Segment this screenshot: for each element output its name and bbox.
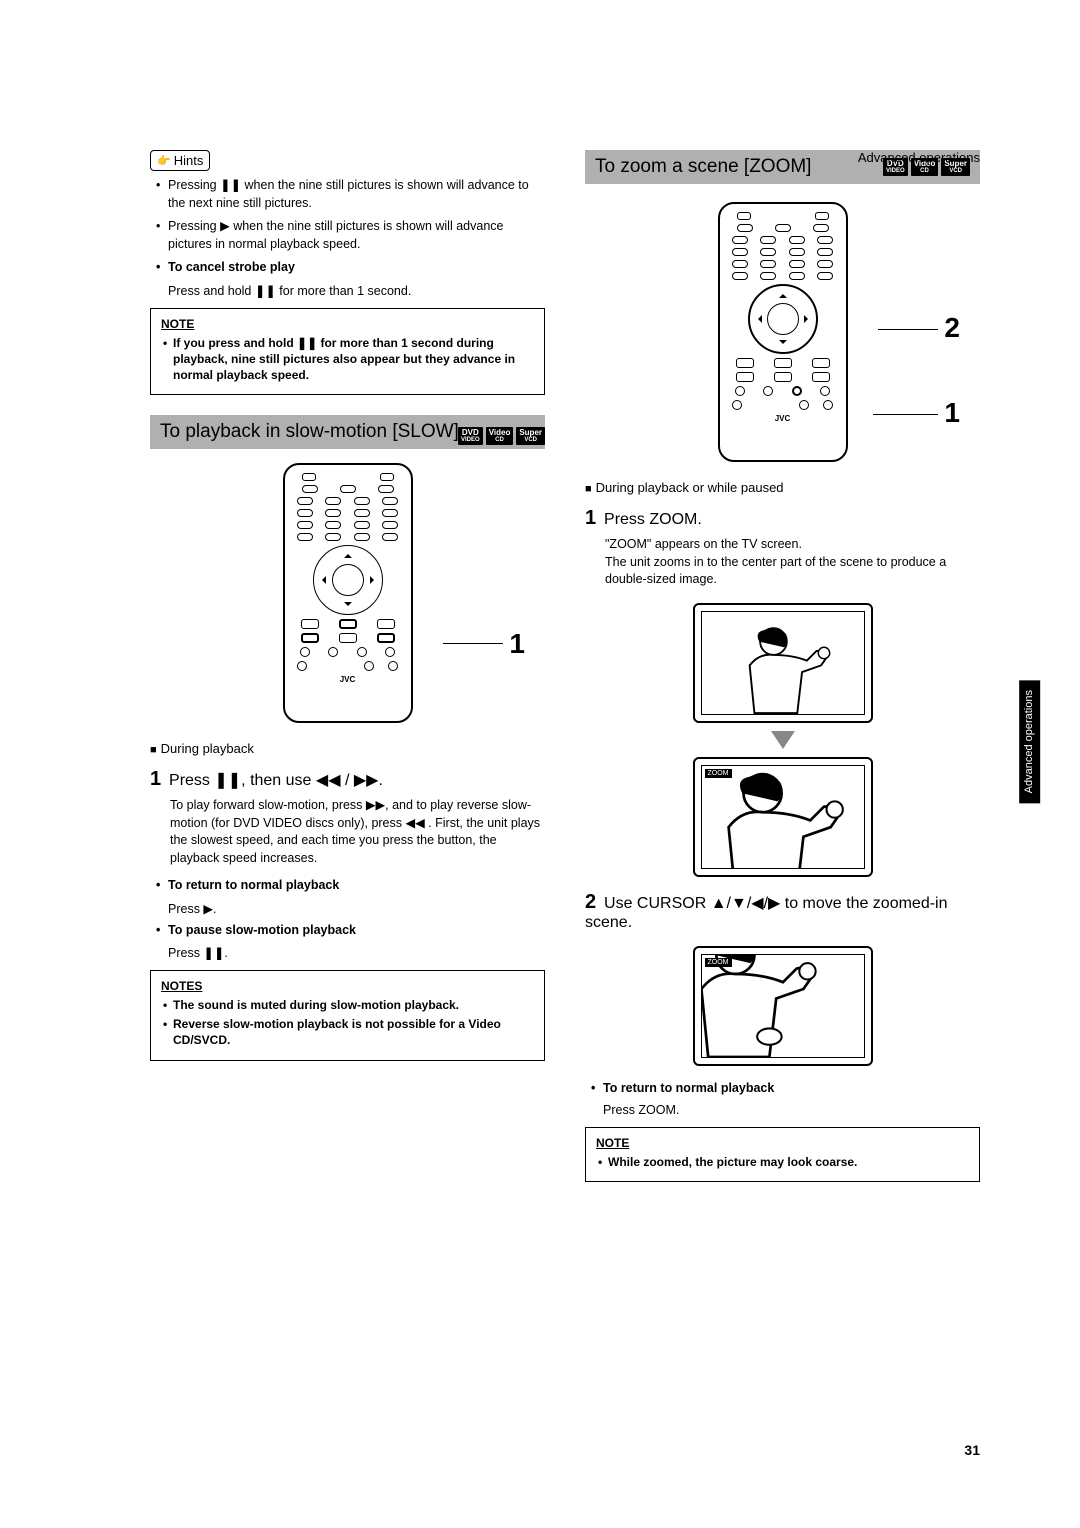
notes-title: NOTES — [161, 979, 534, 993]
during-playback-paused-label: During playback or while paused — [585, 480, 980, 495]
zoom-osd-label: ZOOM — [705, 958, 732, 967]
cancel-strobe-text: Press and hold ❚❚ for more than 1 second… — [168, 283, 545, 298]
person-moved-icon — [702, 955, 864, 1057]
slow-step1-detail: To play forward slow-motion, press ▶▶, a… — [170, 797, 545, 867]
zoom-step1-detail: "ZOOM" appears on the TV screen. The uni… — [605, 536, 980, 589]
section-header-text: Advanced operations — [858, 150, 980, 165]
remote-figure-slow: JVC 1 — [150, 463, 545, 723]
callout-one: 1 — [944, 397, 960, 429]
vcd-badge: VideoCD — [486, 427, 514, 445]
person-zoomed-icon — [702, 766, 864, 868]
right-column: To zoom a scene [ZOOM] DVDVIDEO VideoCD … — [585, 150, 980, 1182]
arrow-down-icon — [771, 731, 795, 749]
brand-label: JVC — [291, 675, 405, 684]
note-item: Reverse slow-motion playback is not poss… — [173, 1016, 534, 1048]
remote-figure-zoom: JVC 2 1 — [585, 202, 980, 462]
return-normal-text: Press ▶. — [168, 901, 545, 916]
hints-badge: Hints — [150, 150, 210, 171]
zoom-step2-text: Use CURSOR ▲/▼/◀/▶ to move the zoomed-in… — [585, 895, 948, 931]
left-column: Hints Pressing ❚❚ when the nine still pi… — [150, 150, 545, 1182]
svcd-badge: SuperVCD — [516, 427, 545, 445]
remote-illustration: JVC — [718, 202, 848, 462]
note-title: NOTE — [161, 317, 534, 331]
page-number: 31 — [964, 1442, 980, 1458]
dvd-badge: DVDVIDEO — [458, 427, 483, 445]
note-box: NOTE If you press and hold ❚❚ for more t… — [150, 308, 545, 396]
dpad-icon — [748, 284, 818, 354]
zoom-step1-text: Press ZOOM. — [604, 511, 702, 528]
hint-item: Pressing ▶ when the nine still pictures … — [168, 218, 545, 253]
slow-step1-text: Press ❚❚, then use ◀◀ / ▶▶. — [169, 772, 383, 789]
note-box-zoom: NOTE While zoomed, the picture may look … — [585, 1127, 980, 1182]
zoom-illustration: ZOOM — [683, 603, 883, 877]
zoom-step-2: 2 Use CURSOR ▲/▼/◀/▶ to move the zoomed-… — [585, 891, 980, 932]
pause-slow-text: Press ❚❚. — [168, 945, 545, 960]
hint-item: Pressing ❚❚ when the nine still pictures… — [168, 177, 545, 212]
remote-illustration: JVC — [283, 463, 413, 723]
slow-step-1: 1 Press ❚❚, then use ◀◀ / ▶▶. To play fo… — [150, 768, 545, 867]
zoom-return-title: To return to normal playback — [603, 1080, 980, 1098]
side-tab: Advanced operations — [1019, 680, 1040, 803]
person-icon — [702, 612, 864, 714]
zoom-move-illustration: ZOOM — [683, 946, 883, 1066]
notes-box: NOTES The sound is muted during slow-mot… — [150, 970, 545, 1061]
note-item: If you press and hold ❚❚ for more than 1… — [173, 335, 534, 384]
note-title: NOTE — [596, 1136, 969, 1150]
brand-label: JVC — [726, 414, 840, 423]
hints-list: Pressing ❚❚ when the nine still pictures… — [150, 177, 545, 253]
dpad-icon — [313, 545, 383, 615]
return-normal-title: To return to normal playback — [168, 877, 545, 895]
callout-one: 1 — [509, 628, 525, 660]
pause-slow-title: To pause slow-motion playback — [168, 922, 545, 940]
note-item: The sound is muted during slow-motion pl… — [173, 997, 534, 1013]
note-item: While zoomed, the picture may look coars… — [608, 1154, 969, 1170]
zoom-step-1: 1 Press ZOOM. "ZOOM" appears on the TV s… — [585, 507, 980, 589]
zoom-osd-label: ZOOM — [705, 769, 732, 778]
during-playback-label: During playback — [150, 741, 545, 756]
zoom-section-title: To zoom a scene [ZOOM] — [595, 156, 811, 178]
cancel-strobe-title: To cancel strobe play — [168, 259, 545, 277]
callout-two: 2 — [944, 312, 960, 344]
zoom-return-text: Press ZOOM. — [603, 1103, 980, 1117]
